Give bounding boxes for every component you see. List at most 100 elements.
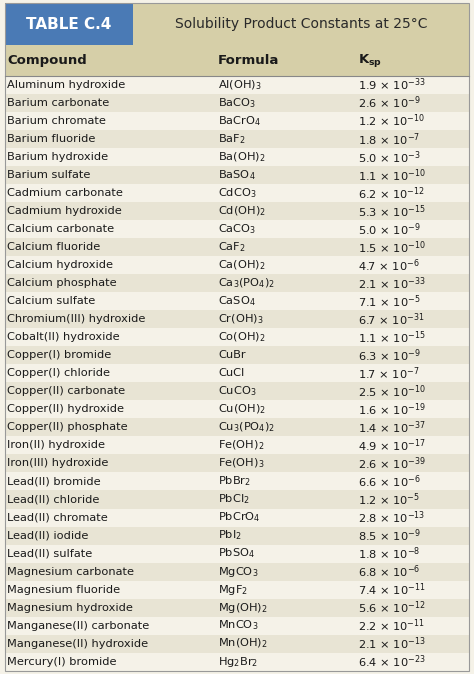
Text: Mercury(I) bromide: Mercury(I) bromide	[7, 656, 117, 667]
Text: Ba(OH)$_2$: Ba(OH)$_2$	[218, 150, 265, 164]
Text: CaSO$_4$: CaSO$_4$	[218, 295, 256, 308]
Text: Calcium carbonate: Calcium carbonate	[7, 224, 114, 235]
Bar	[5, 599, 469, 617]
Text: MgF$_2$: MgF$_2$	[218, 582, 248, 596]
Text: Calcium sulfate: Calcium sulfate	[7, 297, 95, 307]
Text: BaSO$_4$: BaSO$_4$	[218, 168, 255, 182]
Text: 6.3 × 10$^{-9}$: 6.3 × 10$^{-9}$	[358, 347, 420, 364]
Text: 6.2 × 10$^{-12}$: 6.2 × 10$^{-12}$	[358, 185, 425, 202]
Text: Barium chromate: Barium chromate	[7, 116, 106, 126]
Text: Aluminum hydroxide: Aluminum hydroxide	[7, 80, 125, 90]
Text: Cd(OH)$_2$: Cd(OH)$_2$	[218, 204, 266, 218]
Text: Iron(III) hydroxide: Iron(III) hydroxide	[7, 458, 109, 468]
Bar	[5, 202, 469, 220]
Bar	[5, 617, 469, 635]
Text: Lead(II) chromate: Lead(II) chromate	[7, 512, 108, 522]
Text: Cadmium carbonate: Cadmium carbonate	[7, 188, 123, 198]
Bar	[5, 365, 469, 382]
Text: Formula: Formula	[218, 54, 279, 67]
Text: BaCrO$_4$: BaCrO$_4$	[218, 115, 261, 128]
Bar	[5, 256, 469, 274]
Text: Lead(II) chloride: Lead(II) chloride	[7, 495, 100, 505]
Bar	[5, 184, 469, 202]
Text: Lead(II) iodide: Lead(II) iodide	[7, 530, 89, 541]
Text: 5.6 × 10$^{-12}$: 5.6 × 10$^{-12}$	[358, 599, 425, 616]
Text: Cadmium hydroxide: Cadmium hydroxide	[7, 206, 122, 216]
Text: Cu(OH)$_2$: Cu(OH)$_2$	[218, 402, 266, 417]
Bar	[5, 491, 469, 508]
Text: PbCl$_2$: PbCl$_2$	[218, 493, 250, 506]
Bar	[5, 220, 469, 239]
Text: 4.9 × 10$^{-17}$: 4.9 × 10$^{-17}$	[358, 437, 425, 454]
Bar	[5, 94, 469, 112]
Bar	[5, 508, 469, 526]
Text: PbSO$_4$: PbSO$_4$	[218, 547, 255, 561]
Text: PbI$_2$: PbI$_2$	[218, 528, 242, 543]
Text: 2.1 × 10$^{-33}$: 2.1 × 10$^{-33}$	[358, 275, 426, 292]
Text: CuCO$_3$: CuCO$_3$	[218, 384, 256, 398]
Text: Compound: Compound	[7, 54, 87, 67]
Text: 1.2 × 10$^{-10}$: 1.2 × 10$^{-10}$	[358, 113, 425, 129]
Text: 1.1 × 10$^{-10}$: 1.1 × 10$^{-10}$	[358, 167, 426, 183]
Text: $\mathbf{K_{sp}}$: $\mathbf{K_{sp}}$	[358, 52, 382, 69]
Bar	[133, 3, 469, 45]
Text: Manganese(II) hydroxide: Manganese(II) hydroxide	[7, 638, 148, 648]
Text: 2.5 × 10$^{-10}$: 2.5 × 10$^{-10}$	[358, 383, 426, 400]
Text: Magnesium fluoride: Magnesium fluoride	[7, 584, 120, 594]
Text: 1.4 × 10$^{-37}$: 1.4 × 10$^{-37}$	[358, 419, 425, 435]
Text: Fe(OH)$_2$: Fe(OH)$_2$	[218, 439, 264, 452]
Text: 2.2 × 10$^{-11}$: 2.2 × 10$^{-11}$	[358, 617, 425, 634]
Text: Solubility Product Constants at 25°C: Solubility Product Constants at 25°C	[175, 18, 427, 31]
Bar	[5, 239, 469, 256]
Text: CuCl: CuCl	[218, 369, 244, 378]
Text: Magnesium hydroxide: Magnesium hydroxide	[7, 603, 133, 613]
Bar	[5, 328, 469, 346]
Text: CdCO$_3$: CdCO$_3$	[218, 186, 256, 200]
Text: 1.7 × 10$^{-7}$: 1.7 × 10$^{-7}$	[358, 365, 419, 381]
Text: 5.0 × 10$^{-3}$: 5.0 × 10$^{-3}$	[358, 149, 420, 166]
Text: 2.6 × 10$^{-9}$: 2.6 × 10$^{-9}$	[358, 95, 420, 111]
Text: Barium hydroxide: Barium hydroxide	[7, 152, 108, 162]
Text: Cr(OH)$_3$: Cr(OH)$_3$	[218, 313, 264, 326]
Text: 4.7 × 10$^{-6}$: 4.7 × 10$^{-6}$	[358, 257, 419, 274]
Text: Mn(OH)$_2$: Mn(OH)$_2$	[218, 637, 268, 650]
Bar	[5, 130, 469, 148]
Text: 1.8 × 10$^{-7}$: 1.8 × 10$^{-7}$	[358, 131, 420, 148]
Text: Copper(II) carbonate: Copper(II) carbonate	[7, 386, 125, 396]
Bar	[5, 437, 469, 454]
Bar	[5, 382, 469, 400]
Text: 6.4 × 10$^{-23}$: 6.4 × 10$^{-23}$	[358, 653, 426, 670]
Text: 1.6 × 10$^{-19}$: 1.6 × 10$^{-19}$	[358, 401, 426, 418]
Text: 5.3 × 10$^{-15}$: 5.3 × 10$^{-15}$	[358, 203, 426, 220]
Text: 2.8 × 10$^{-13}$: 2.8 × 10$^{-13}$	[358, 510, 425, 526]
Text: 7.4 × 10$^{-11}$: 7.4 × 10$^{-11}$	[358, 581, 425, 598]
Text: TABLE C.4: TABLE C.4	[26, 17, 111, 32]
Bar	[5, 652, 469, 671]
Bar	[5, 112, 469, 130]
Text: MnCO$_3$: MnCO$_3$	[218, 619, 258, 632]
Text: Hg$_2$Br$_2$: Hg$_2$Br$_2$	[218, 654, 258, 669]
Bar	[5, 563, 469, 580]
Text: Co(OH)$_2$: Co(OH)$_2$	[218, 330, 266, 344]
Text: 1.5 × 10$^{-10}$: 1.5 × 10$^{-10}$	[358, 239, 426, 255]
Text: Copper(II) hydroxide: Copper(II) hydroxide	[7, 404, 124, 415]
Bar	[5, 635, 469, 652]
Text: Iron(II) hydroxide: Iron(II) hydroxide	[7, 440, 105, 450]
Text: 5.0 × 10$^{-9}$: 5.0 × 10$^{-9}$	[358, 221, 420, 237]
Text: CuBr: CuBr	[218, 350, 246, 361]
Bar	[5, 526, 469, 545]
Text: Mg(OH)$_2$: Mg(OH)$_2$	[218, 601, 268, 615]
Text: BaF$_2$: BaF$_2$	[218, 132, 246, 146]
Text: PbCrO$_4$: PbCrO$_4$	[218, 511, 260, 524]
Text: Calcium fluoride: Calcium fluoride	[7, 242, 100, 252]
Text: Lead(II) bromide: Lead(II) bromide	[7, 477, 101, 487]
Bar	[5, 274, 469, 293]
Text: 1.8 × 10$^{-8}$: 1.8 × 10$^{-8}$	[358, 545, 420, 562]
Text: Copper(II) phosphate: Copper(II) phosphate	[7, 423, 128, 433]
Bar	[5, 45, 469, 76]
Bar	[5, 293, 469, 310]
Text: 2.1 × 10$^{-13}$: 2.1 × 10$^{-13}$	[358, 636, 426, 652]
Text: CaCO$_3$: CaCO$_3$	[218, 222, 256, 236]
Bar	[5, 454, 469, 472]
Text: Barium fluoride: Barium fluoride	[7, 134, 95, 144]
